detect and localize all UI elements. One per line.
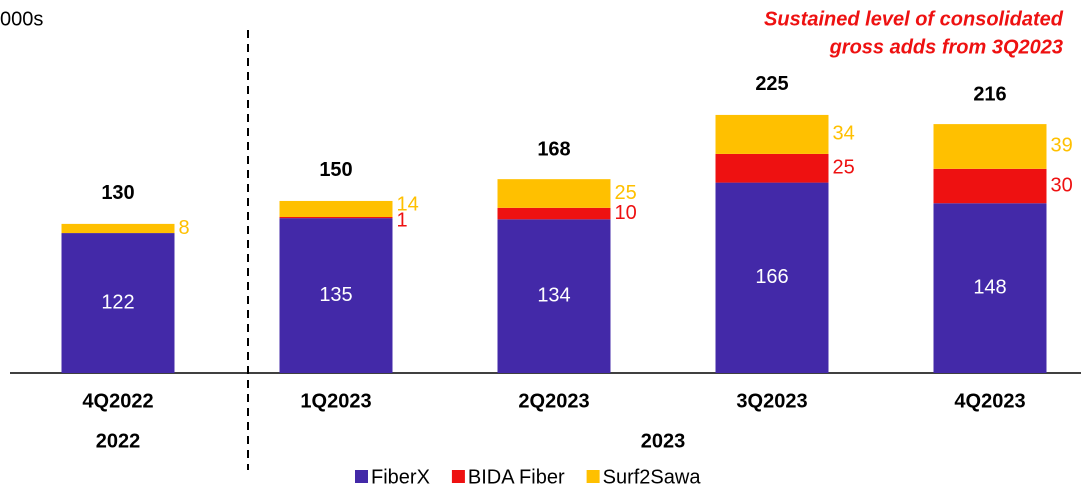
bar-segment [279,200,393,218]
bar-segment [497,179,611,208]
bar-segment [497,219,611,373]
bar-segment [715,182,829,373]
legend-swatch [586,470,600,483]
legend-label: BIDA Fiber [468,466,565,486]
value-label: 122 [101,291,134,313]
x-tick-label: 4Q2022 [82,390,153,412]
annotation: gross adds from 3Q2023 [829,36,1063,58]
bar-segment [933,168,1047,204]
value-label: 10 [615,202,637,224]
total-label: 216 [973,84,1006,106]
x-tick-label: 2Q2023 [518,390,589,412]
bar-segment [933,203,1047,373]
x-tick-label: 3Q2023 [736,390,807,412]
legend-label: Surf2Sawa [603,466,702,486]
value-label: 135 [319,284,352,306]
bar-segment [279,217,393,219]
total-label: 225 [755,73,788,95]
bar-segment [497,207,611,220]
value-label: 34 [833,123,855,145]
legend-swatch [451,470,465,483]
legend-swatch [355,470,368,483]
bar-segment [715,114,829,154]
value-label: 134 [537,284,570,306]
group-label: 2022 [96,430,141,452]
bar-segment [933,124,1047,169]
legend-label: FiberX [371,466,430,486]
total-label: 150 [319,159,352,181]
group-label: 2023 [641,430,686,452]
value-label: 25 [833,157,855,179]
value-label: 148 [973,276,1006,298]
total-label: 130 [101,182,134,204]
x-tick-label: 4Q2023 [954,390,1025,412]
value-label: 8 [179,217,190,239]
bar-segment [715,153,829,183]
value-label: 39 [1051,135,1073,157]
x-tick-label: 1Q2023 [300,390,371,412]
value-label: 14 [397,194,419,216]
bar-segment [279,218,393,373]
annotation: Sustained level of consolidated [764,8,1064,30]
bar-segment [61,233,175,373]
bar-segment [61,223,175,234]
value-label: 25 [615,182,637,204]
unit-label: 000s [0,8,43,30]
value-label: 30 [1051,174,1073,196]
value-label: 166 [755,266,788,288]
total-label: 168 [537,139,570,161]
value-label: 1 [397,210,408,232]
